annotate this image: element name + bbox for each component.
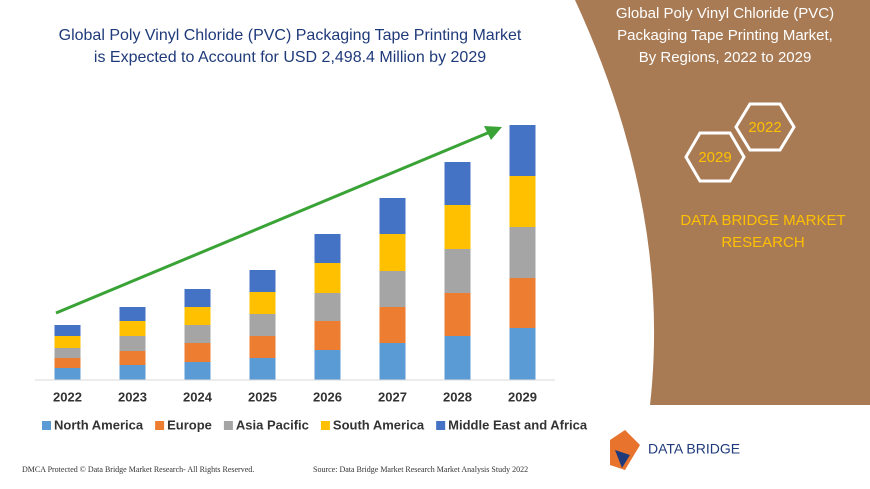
bar-segment: [119, 365, 146, 380]
bar-segment: [184, 307, 211, 325]
hexagon: [734, 102, 796, 152]
legend-label: Middle East and Africa: [448, 417, 588, 432]
bar-segment: [184, 325, 211, 343]
bar-segment: [184, 343, 211, 362]
bar-segment: [119, 336, 146, 351]
x-tick-label: 2025: [248, 389, 277, 404]
bar-segment: [54, 348, 81, 358]
legend-swatch: [155, 421, 165, 430]
legend-label: Asia Pacific: [236, 417, 309, 432]
x-tick-label: 2026: [313, 389, 342, 404]
panel-title-line: By Regions, 2022 to 2029: [639, 49, 812, 66]
legend-label: South America: [333, 417, 425, 432]
bar-segment: [119, 321, 146, 336]
chart-title-line: is Expected to Account for USD 2,498.4 M…: [94, 49, 486, 66]
bar-segment: [314, 263, 341, 293]
bar-segment: [379, 343, 406, 380]
bar-segment: [379, 198, 406, 234]
hexagon-label: 2029: [698, 149, 731, 166]
bar-segment: [314, 350, 341, 380]
legend-swatch: [42, 421, 51, 430]
trend-arrow: [55, 126, 502, 315]
bar-segment: [184, 362, 211, 380]
bar-segment: [379, 307, 406, 343]
x-tick-label: 2024: [183, 389, 213, 404]
logo: [610, 430, 640, 470]
x-tick-label: 2023: [118, 389, 147, 404]
bar-segment: [509, 328, 536, 380]
bar-segment: [119, 307, 146, 321]
bar-segment: [314, 293, 341, 321]
x-tick-label: 2022: [53, 389, 82, 404]
bar-segment: [444, 162, 471, 205]
bar-segment: [249, 292, 276, 314]
right-panel: [575, 0, 870, 405]
bar-segment: [379, 234, 406, 271]
bar-segment: [119, 351, 146, 365]
bar-segment: [444, 205, 471, 249]
x-tick-label: 2027: [378, 389, 407, 404]
bar-segment: [314, 321, 341, 350]
logo-text: DATA BRIDGE: [648, 441, 740, 457]
panel-title-line: Packaging Tape Printing Market,: [617, 27, 833, 44]
panel-title-line: Global Poly Vinyl Chloride (PVC): [616, 5, 834, 22]
bar-segment: [249, 358, 276, 380]
bar-segment: [509, 176, 536, 227]
footer-left: DMCA Protected © Data Bridge Market Rese…: [22, 465, 254, 474]
bar-segment: [54, 325, 81, 336]
bar-segment: [249, 314, 276, 336]
bar-segment: [54, 336, 81, 348]
legend-label: Europe: [167, 417, 212, 432]
bar-segment: [444, 249, 471, 293]
bar-segment: [379, 271, 406, 307]
footer-right: Source: Data Bridge Market Research Mark…: [313, 465, 528, 474]
bar-segment: [509, 125, 536, 176]
bar-segment: [54, 358, 81, 368]
bar-segment: [314, 234, 341, 263]
panel-brand: DATA BRIDGE MARKET: [680, 212, 845, 229]
bar-segment: [509, 278, 536, 328]
hexagon: [684, 131, 746, 183]
hexagon-label: 2022: [748, 119, 781, 136]
panel-brand: RESEARCH: [721, 234, 804, 251]
bar-segment: [444, 293, 471, 336]
bar-segment: [509, 227, 536, 278]
legend-swatch: [436, 421, 446, 430]
legend-swatch: [223, 421, 233, 430]
chart-title-line: Global Poly Vinyl Chloride (PVC) Packagi…: [59, 27, 522, 44]
legend-swatch: [320, 421, 330, 430]
bar-segment: [249, 270, 276, 292]
legend-label: North America: [54, 417, 144, 432]
bar-segment: [54, 368, 81, 380]
bar-segment: [249, 336, 276, 358]
bar-segment: [444, 336, 471, 380]
x-tick-label: 2029: [508, 389, 537, 404]
x-tick-label: 2028: [443, 389, 472, 404]
bar-segment: [184, 289, 211, 307]
